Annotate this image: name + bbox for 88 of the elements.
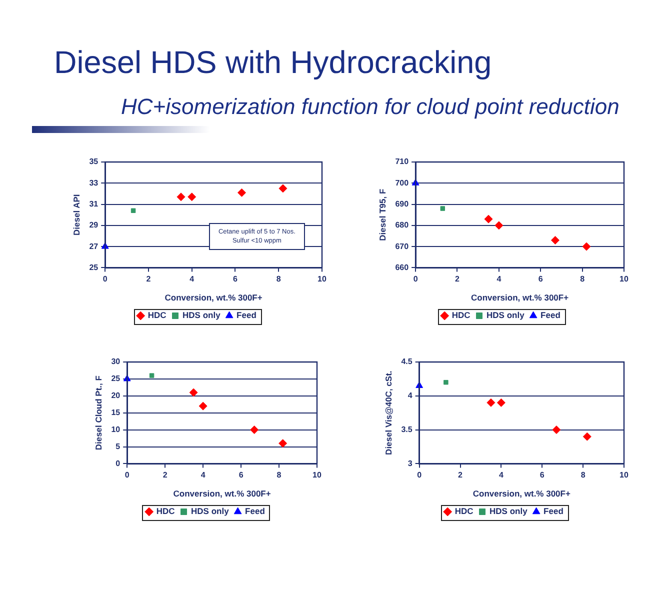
- y-tick-label: 33: [89, 178, 99, 188]
- legend-label: HDC: [148, 310, 166, 320]
- y-tick-label: 10: [111, 425, 121, 434]
- point: [189, 388, 198, 397]
- legend-label: HDS only: [182, 310, 221, 320]
- text: Diesel HDS with Hydrocracking: [54, 44, 492, 80]
- y-tick-label: 25: [111, 374, 121, 384]
- point: [149, 373, 154, 378]
- point: [130, 208, 136, 213]
- x-tick-label: 8: [580, 470, 586, 480]
- x-tick-label: 10: [312, 470, 322, 480]
- point: [552, 426, 561, 434]
- x-tick-label: 4: [190, 274, 195, 284]
- legend-label: HDC: [452, 310, 470, 320]
- y-tick-label: 0: [116, 458, 121, 468]
- x-tick-label: 4: [498, 470, 504, 480]
- y-tick-label: 31: [89, 199, 99, 208]
- x-tick-label: 6: [233, 274, 238, 284]
- y-tick-label: 35: [89, 157, 99, 166]
- x-tick-label: 8: [580, 274, 586, 284]
- x-tick-label: 2: [146, 274, 152, 284]
- point: [237, 188, 246, 197]
- legend-label: Feed: [544, 506, 564, 516]
- y-tick-label: 27: [89, 242, 99, 251]
- x-tick-label: 10: [620, 274, 629, 284]
- x-tick-label: 8: [276, 274, 282, 284]
- y-tick-label: 25: [89, 262, 99, 272]
- y-tick-label: 670: [395, 242, 410, 251]
- x-tick-label: 6: [238, 470, 244, 480]
- y-axis-title: Diesel API: [71, 194, 82, 236]
- x-tick-label: 8: [276, 470, 282, 480]
- x-tick-label: 4: [496, 274, 502, 284]
- point: [278, 439, 288, 448]
- x-tick-label: 2: [455, 274, 460, 284]
- legend-label: Feed: [236, 310, 256, 320]
- x-tick-label: 10: [318, 274, 327, 284]
- text: HC+isomerization function for cloud point reduction: [121, 94, 620, 120]
- y-tick-label: 660: [395, 262, 410, 272]
- legend-label: HDC: [156, 506, 175, 516]
- x-axis-title: Conversion, wt.% 300F+: [472, 488, 570, 499]
- y-tick-label: 700: [395, 178, 410, 188]
- y-tick-label: 4.5: [401, 357, 413, 366]
- point: [494, 221, 504, 230]
- y-tick-label: 5: [116, 442, 121, 451]
- y-axis-title: Diesel Cloud Pt., F: [93, 376, 104, 450]
- y-tick-label: 15: [111, 408, 121, 418]
- x-axis-title: Conversion, wt.% 300F+: [173, 488, 271, 499]
- y-tick-label: 30: [111, 357, 121, 366]
- x-tick-label: 0: [417, 470, 422, 480]
- x-tick-label: 0: [102, 274, 108, 284]
- point: [188, 192, 196, 202]
- point: [484, 214, 493, 224]
- x-axis-title: Conversion, wt.% 300F+: [471, 292, 569, 303]
- y-tick-label: 3: [408, 458, 413, 468]
- legend-label: Feed: [540, 310, 560, 320]
- legend-label: HDS only: [191, 506, 230, 516]
- y-axis-title: Diesel T95, F: [377, 188, 388, 241]
- point: [176, 192, 186, 202]
- point: [278, 184, 288, 193]
- legend-label: Feed: [245, 506, 265, 516]
- y-tick-label: 29: [89, 220, 99, 230]
- x-tick-label: 4: [200, 470, 206, 480]
- point: [250, 426, 259, 434]
- point: [486, 398, 496, 407]
- y-tick-label: 710: [395, 157, 410, 166]
- point: [198, 402, 208, 410]
- y-tick-label: 690: [395, 199, 410, 208]
- point: [582, 242, 591, 251]
- legend-label: HDS only: [490, 506, 528, 516]
- x-tick-label: 10: [620, 470, 629, 480]
- point: [440, 206, 446, 211]
- x-tick-label: 0: [124, 470, 130, 480]
- point: [496, 398, 506, 407]
- x-tick-label: 2: [162, 470, 168, 480]
- y-tick-label: 4: [408, 391, 413, 400]
- y-axis-title: Diesel Vis@40C, cSt.: [383, 370, 394, 455]
- x-axis-title: Conversion, wt.% 300F+: [164, 292, 262, 303]
- point: [550, 236, 560, 244]
- y-tick-label: 3.5: [401, 425, 413, 434]
- x-tick-label: 6: [540, 470, 545, 480]
- point: [582, 432, 592, 441]
- x-tick-label: 6: [538, 274, 544, 284]
- x-tick-label: 2: [458, 470, 464, 480]
- point: [444, 380, 448, 385]
- y-tick-label: 20: [111, 391, 121, 400]
- legend-label: HDS only: [486, 310, 525, 320]
- legend-label: HDC: [454, 506, 474, 516]
- y-tick-label: 680: [395, 220, 410, 230]
